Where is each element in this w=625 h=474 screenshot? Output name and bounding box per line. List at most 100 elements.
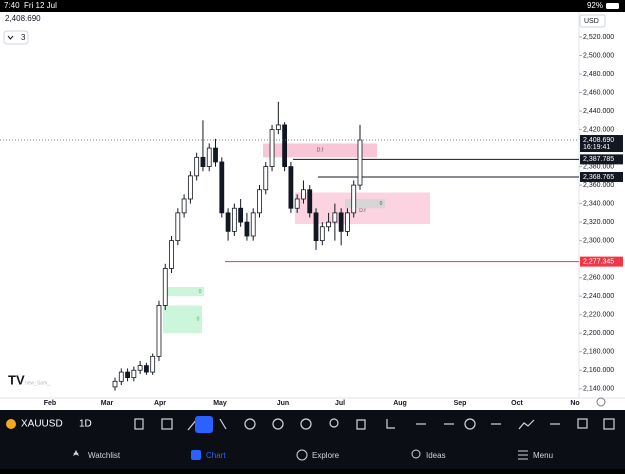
candle-body xyxy=(338,212,344,232)
candle-body xyxy=(150,355,156,373)
candle-body xyxy=(275,124,281,130)
zone-label: D.f xyxy=(359,208,366,214)
candle-body xyxy=(345,212,350,232)
status-time: 7:40 xyxy=(4,1,20,10)
y-tick-label: 2,300.000 xyxy=(583,237,614,244)
y-tick-label: 2,260.000 xyxy=(583,275,614,282)
y-tick-label: 2,240.000 xyxy=(583,293,614,300)
candle-body xyxy=(288,166,294,209)
current-price-label: 2,408.690 xyxy=(583,137,614,144)
candle-body xyxy=(137,365,143,371)
y-tick-label: 2,440.000 xyxy=(583,108,614,115)
bottom-nav: Watchlist Chart Explore Ideas Menu xyxy=(73,449,553,461)
status-battery: 92% xyxy=(587,1,603,10)
nav-item[interactable]: Chart xyxy=(206,451,226,460)
candle-body xyxy=(112,380,118,388)
candle-body xyxy=(175,212,181,242)
nav-icon xyxy=(518,450,528,460)
y-tick-label: 2,140.000 xyxy=(583,386,614,393)
zone xyxy=(163,286,204,297)
candle-body xyxy=(200,156,206,167)
dropdown-value[interactable]: 3 xyxy=(21,33,26,42)
candle-body xyxy=(282,124,288,167)
y-tick-label: 2,420.000 xyxy=(583,126,614,133)
countdown: 16:19:41 xyxy=(583,144,610,151)
candle-body xyxy=(194,156,200,177)
candle-body xyxy=(225,212,231,232)
y-tick-label: 2,520.000 xyxy=(583,34,614,41)
interval[interactable]: 1D xyxy=(79,419,92,430)
settings-icon[interactable] xyxy=(596,397,606,407)
zone-label: D.f xyxy=(317,148,324,154)
y-tick-label: 2,480.000 xyxy=(583,71,614,78)
x-tick-label: Sep xyxy=(454,400,467,407)
y-tick-label: 2,500.000 xyxy=(583,52,614,59)
candle-body xyxy=(162,268,168,306)
candle-body xyxy=(332,212,338,223)
x-tick-label: Apr xyxy=(154,400,166,407)
candle-body xyxy=(131,369,137,379)
candle-body xyxy=(238,207,244,223)
current-price-box xyxy=(580,135,623,153)
zone-label: 0 xyxy=(380,201,383,207)
nav-item[interactable]: Ideas xyxy=(426,451,446,460)
price-label-box xyxy=(580,256,623,267)
nav-icon xyxy=(73,450,79,456)
zone xyxy=(345,198,385,209)
candle-body xyxy=(307,189,313,214)
nav-icon xyxy=(296,449,308,461)
x-tick-label: Aug xyxy=(393,400,407,407)
candle-body xyxy=(156,305,162,357)
nav-icon xyxy=(191,450,201,460)
candle-body xyxy=(118,371,124,382)
candle-body xyxy=(206,147,212,167)
zone-label: 0 xyxy=(199,289,202,295)
candle-body xyxy=(181,198,187,214)
nav-item[interactable]: Watchlist xyxy=(88,451,121,460)
candle-body xyxy=(269,129,275,167)
candle-body xyxy=(294,198,300,209)
nav-icon xyxy=(411,449,421,459)
candle-body xyxy=(187,175,193,200)
symbol-icon xyxy=(6,419,16,429)
tv-logo: TV xyxy=(8,372,25,387)
chevron xyxy=(7,35,14,40)
price-label: 2,387.785 xyxy=(583,156,614,163)
nav-item[interactable]: Menu xyxy=(533,451,553,460)
candle-body xyxy=(326,221,331,228)
currency[interactable]: USD xyxy=(584,18,599,25)
price-label-box xyxy=(580,171,623,182)
price-label: 2,368.765 xyxy=(583,174,614,181)
y-tick-label: 2,340.000 xyxy=(583,200,614,207)
candle-body xyxy=(125,371,130,379)
watermark: new_Sam_ xyxy=(25,380,50,386)
x-tick-label: Oct xyxy=(511,400,523,407)
symbol[interactable]: XAUUSD xyxy=(21,419,63,430)
candle-body xyxy=(351,184,357,214)
candle-body xyxy=(263,166,269,191)
candle-body xyxy=(219,161,225,214)
currency-box[interactable] xyxy=(579,14,606,28)
interval-dropdown[interactable] xyxy=(3,30,29,45)
zone xyxy=(163,305,202,334)
status-bar xyxy=(0,0,625,12)
y-tick-label: 2,160.000 xyxy=(583,367,614,374)
tool-icons[interactable] xyxy=(134,416,615,433)
x-tick-label: May xyxy=(213,400,227,407)
nav-item[interactable]: Explore xyxy=(312,451,340,460)
x-tick-label: Jul xyxy=(335,400,345,407)
plot: 2,520.000 2,500.000 2,480.000 2,460.000 2,44… xyxy=(0,34,623,407)
candle-body xyxy=(169,240,174,269)
candle-body xyxy=(250,212,256,237)
candle-body xyxy=(213,147,218,163)
candle-body xyxy=(257,189,262,214)
y-tick-label: 2,220.000 xyxy=(583,312,614,319)
y-tick-label: 2,180.000 xyxy=(583,349,614,356)
x-tick-label: Mar xyxy=(101,400,114,407)
y-tick-label: 2,320.000 xyxy=(583,219,614,226)
toolbar xyxy=(0,410,625,469)
last-price: 2,408.690 xyxy=(5,14,41,23)
y-tick-label: 2,200.000 xyxy=(583,330,614,337)
